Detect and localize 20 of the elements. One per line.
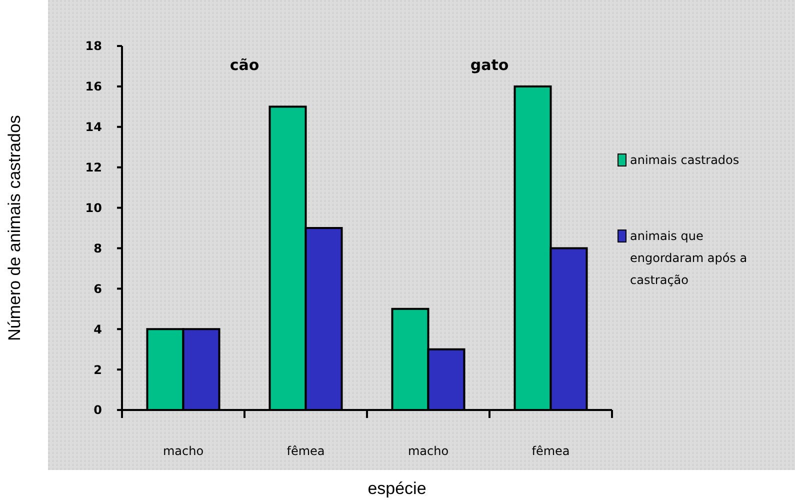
x-tick-label: fêmea xyxy=(286,444,325,458)
y-tick-label: 6 xyxy=(94,282,102,296)
x-axis-title: espécie xyxy=(368,479,426,498)
y-tick-label: 8 xyxy=(94,241,102,256)
legend-label: animais que engordaram após a castração xyxy=(630,229,748,288)
x-tick-label: macho xyxy=(408,444,449,458)
x-tick-label: macho xyxy=(162,444,204,458)
x-tick-label: fêmea xyxy=(532,444,570,458)
legend-label: animais castrados xyxy=(630,153,740,168)
y-tick-label: 18 xyxy=(85,39,102,54)
y-axis-title: Número de animais castrados xyxy=(5,115,24,341)
y-tick-label: 14 xyxy=(85,120,102,134)
annotation: gato xyxy=(470,56,509,74)
y-tick-label: 12 xyxy=(85,160,102,175)
y-tick-label: 4 xyxy=(94,322,102,336)
y-tick-label: 10 xyxy=(85,200,102,215)
y-tick-label: 2 xyxy=(94,362,102,377)
y-tick-label: 0 xyxy=(94,403,102,418)
y-tick-label: 16 xyxy=(85,80,102,94)
annotation: cão xyxy=(230,56,260,74)
